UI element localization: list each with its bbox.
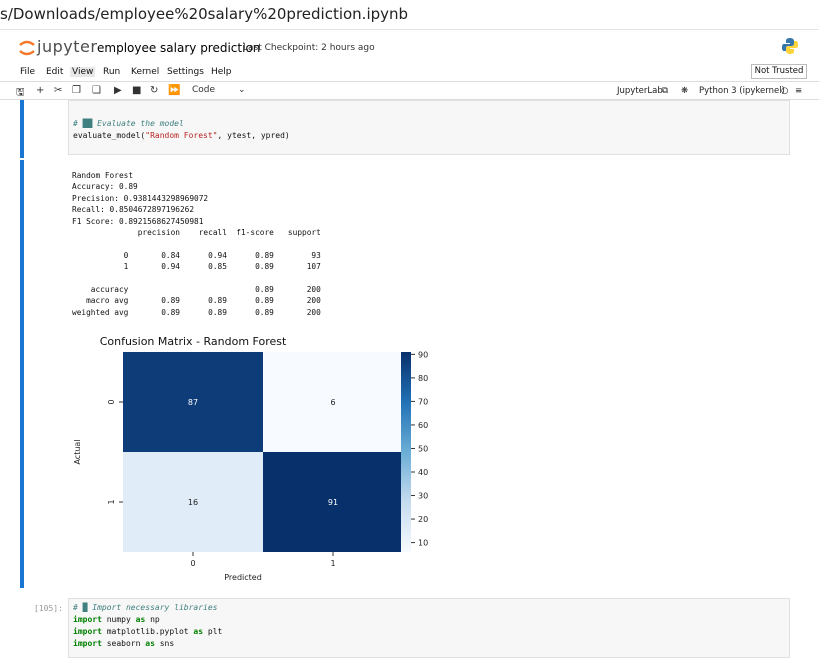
kernel-status-icon: ○ bbox=[781, 86, 789, 96]
y-tick-label: 0 bbox=[107, 399, 116, 404]
confusion-matrix-chart: Confusion Matrix - Random Forest 87 6 16 91… bbox=[73, 335, 428, 582]
copy-icon[interactable]: ❐ bbox=[72, 85, 81, 96]
cell-selection-bar bbox=[20, 100, 24, 158]
colorbar-tick-label: 50 bbox=[418, 444, 428, 453]
restart-icon[interactable]: ↻ bbox=[150, 85, 159, 96]
heatmap-value-label: 91 bbox=[328, 498, 338, 507]
code-call: evaluate_model( bbox=[73, 131, 146, 140]
menu-help[interactable]: Help bbox=[211, 67, 232, 77]
code-cell-evaluate[interactable]: # ██ Evaluate the model evaluate_model("… bbox=[20, 100, 791, 158]
code-alias: sns bbox=[154, 639, 175, 648]
heatmap-value-label: 87 bbox=[188, 398, 198, 407]
stop-icon[interactable]: ■ bbox=[132, 85, 142, 96]
colorbar-tick-label: 60 bbox=[418, 421, 428, 430]
code-cell-imports[interactable]: [105]: # █ Import necessary libraries im… bbox=[20, 598, 791, 658]
menu-settings[interactable]: Settings bbox=[167, 67, 204, 77]
code-module: numpy bbox=[101, 615, 136, 624]
code-keyword: as bbox=[193, 627, 204, 636]
heatmap-value-label: 6 bbox=[330, 398, 335, 407]
colorbar-tick-label: 20 bbox=[418, 515, 428, 524]
output-cell: Random Forest Accuracy: 0.89 Precision: … bbox=[20, 160, 791, 588]
notebook-toolbar: 🖫 + ✂ ❐ ❏ ▶ ■ ↻ ⏩ Code ⌄ JupyterLab ⧉ ❋ … bbox=[0, 83, 819, 100]
notebook-title[interactable]: employee salary prediction bbox=[97, 41, 261, 55]
code-alias: np bbox=[145, 615, 160, 624]
menu-file[interactable]: File bbox=[20, 67, 36, 77]
notebook-header: jupyter employee salary prediction Last … bbox=[0, 34, 819, 62]
colorbar-tick-label: 10 bbox=[418, 539, 428, 548]
code-keyword: as bbox=[135, 615, 146, 624]
heatmap-cell bbox=[263, 352, 403, 452]
url-bar[interactable]: s/Downloads/employee%20salary%20predicti… bbox=[0, 0, 819, 30]
jupyterlab-link[interactable]: JupyterLab bbox=[617, 86, 663, 96]
menu-view[interactable]: View bbox=[70, 67, 96, 77]
colorbar-tick-label: 90 bbox=[418, 350, 428, 359]
code-comment: # ██ Evaluate the model bbox=[73, 119, 184, 128]
checkpoint-status: Last Checkpoint: 2 hours ago bbox=[243, 43, 375, 53]
kernel-name[interactable]: Python 3 (ipykernel) bbox=[699, 86, 785, 96]
output-text: Random Forest Accuracy: 0.89 Precision: … bbox=[72, 171, 321, 317]
run-icon[interactable]: ▶ bbox=[114, 85, 122, 96]
code-alias: plt bbox=[203, 627, 223, 636]
code-comment: # █ Import necessary libraries bbox=[73, 603, 218, 612]
fast-forward-icon[interactable]: ⏩ bbox=[168, 85, 181, 96]
add-cell-icon[interactable]: + bbox=[36, 85, 45, 96]
url-text: s/Downloads/employee%20salary%20predicti… bbox=[0, 5, 409, 23]
execution-count: [105]: bbox=[34, 604, 63, 613]
code-keyword: as bbox=[145, 639, 155, 648]
jupyter-logo-icon bbox=[19, 40, 35, 56]
heatmap-value-label: 16 bbox=[188, 498, 198, 507]
external-link-icon: ⧉ bbox=[662, 86, 669, 96]
colorbar bbox=[401, 352, 411, 552]
code-call-args: , ytest, ypred) bbox=[217, 131, 290, 140]
colorbar-tick-label: 70 bbox=[418, 397, 428, 406]
code-editor[interactable]: # ██ Evaluate the model evaluate_model("… bbox=[68, 100, 790, 155]
chart-title: Confusion Matrix - Random Forest bbox=[100, 335, 287, 348]
paste-icon[interactable]: ❏ bbox=[92, 85, 101, 96]
x-axis-label: Predicted bbox=[224, 573, 262, 582]
code-keyword: import bbox=[73, 615, 102, 624]
cell-selection-bar bbox=[20, 160, 24, 588]
x-tick-label: 0 bbox=[190, 559, 195, 568]
code-editor[interactable]: # █ Import necessary libraries import nu… bbox=[68, 598, 790, 658]
code-module: seaborn bbox=[101, 639, 146, 648]
menu-kernel[interactable]: Kernel bbox=[131, 67, 160, 77]
code-keyword: import bbox=[73, 627, 102, 636]
y-axis-label: Actual bbox=[73, 439, 82, 464]
python-logo-icon bbox=[782, 38, 798, 54]
chevron-down-icon[interactable]: ⌄ bbox=[238, 85, 246, 95]
heatmap-cell bbox=[123, 352, 263, 452]
colorbar-tick-label: 40 bbox=[418, 468, 428, 477]
trust-button[interactable]: Not Trusted bbox=[751, 64, 807, 79]
menu-run[interactable]: Run bbox=[103, 67, 121, 77]
code-module: matplotlib.pyplot bbox=[101, 627, 194, 636]
heatmap-cell bbox=[263, 452, 403, 552]
colorbar-tick-label: 80 bbox=[418, 374, 428, 383]
menu-edit[interactable]: Edit bbox=[46, 67, 64, 77]
save-icon[interactable]: 🖫 bbox=[16, 87, 25, 98]
menu-icon[interactable]: ≡ bbox=[795, 86, 803, 96]
heatmap-cell bbox=[123, 452, 263, 552]
y-tick-label: 1 bbox=[107, 499, 116, 504]
colorbar-tick-label: 30 bbox=[418, 492, 428, 501]
cut-icon[interactable]: ✂ bbox=[54, 85, 63, 96]
jupyter-logo-text: jupyter bbox=[37, 37, 98, 56]
gear-icon: ❋ bbox=[681, 86, 689, 96]
menu-bar: File Edit View Run Kernel Settings Help … bbox=[0, 64, 819, 82]
code-keyword: import bbox=[73, 639, 102, 648]
code-string: "Random Forest" bbox=[145, 131, 218, 140]
cell-type-select[interactable]: Code bbox=[192, 85, 216, 95]
x-tick-label: 1 bbox=[330, 559, 335, 568]
